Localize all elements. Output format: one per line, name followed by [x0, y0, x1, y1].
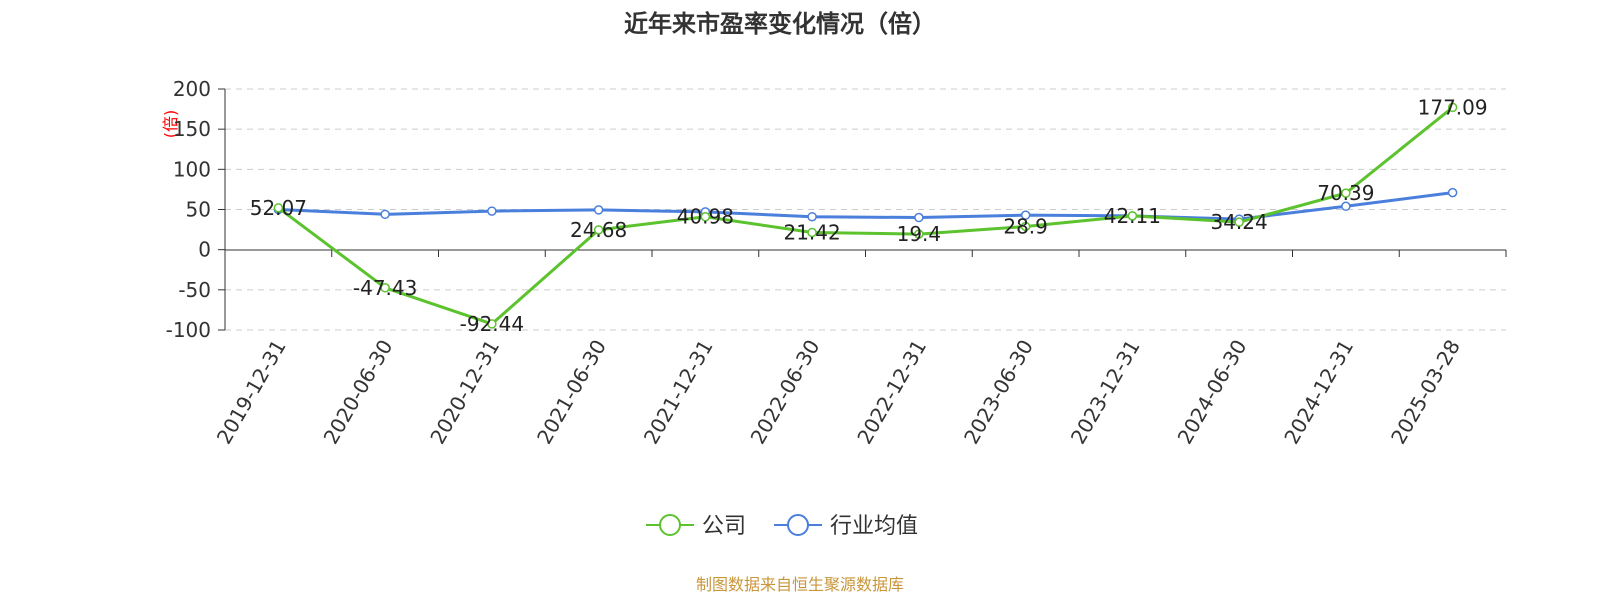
data-label: 40.98 [677, 205, 734, 229]
source-note: 制图数据来自恒生聚源数据库 [696, 575, 904, 594]
data-point [1020, 210, 1031, 220]
data-point [700, 211, 711, 222]
y-tick-label: -50 [178, 278, 211, 302]
y-axis-name: (倍) [161, 110, 180, 139]
legend-marker-icon [659, 514, 681, 536]
y-tick-label: 200 [173, 77, 211, 101]
data-point [1447, 187, 1458, 198]
data-point [1020, 221, 1031, 232]
series-line-industry [278, 191, 1453, 221]
data-point [487, 206, 497, 216]
legend-item-company: 公司 [646, 514, 746, 539]
x-tick-label: 2024-12-31 [1279, 336, 1358, 449]
series-line-company [277, 106, 1454, 326]
series [273, 102, 1458, 329]
data-point [1127, 211, 1138, 221]
legend-marker-icon [787, 514, 809, 536]
data-point [1341, 201, 1351, 212]
y-tick-label: 50 [186, 198, 211, 222]
data-label: 19.4 [897, 222, 942, 246]
y-tick-label: 0 [198, 238, 211, 262]
data-label: 177.09 [1418, 95, 1488, 119]
data-point [807, 227, 817, 238]
x-tick-label: 2023-06-30 [959, 336, 1038, 449]
data-label: 70.39 [1317, 181, 1374, 205]
data-point [914, 229, 924, 239]
data-label: 34.24 [1210, 210, 1267, 234]
data-point [1341, 188, 1351, 198]
data-point [1234, 217, 1244, 227]
x-tick-label: 2025-03-28 [1386, 336, 1465, 449]
x-tick-label: 2021-06-30 [532, 336, 611, 449]
data-point [1447, 102, 1458, 113]
x-tick-label: 2021-12-31 [639, 336, 718, 449]
y-tick-label: -100 [166, 318, 211, 342]
chart-title: 近年来市盈率变化情况（倍） [624, 10, 936, 38]
x-tick-label: 2019-12-31 [212, 336, 291, 449]
data-point [380, 209, 390, 220]
data-point [807, 211, 817, 222]
data-label: 24.68 [570, 218, 627, 242]
data-label: 21.42 [783, 220, 840, 244]
x-tick-label: 2020-12-31 [425, 336, 504, 449]
legend-label: 公司 [702, 514, 746, 539]
x-tick-label: 2022-12-31 [852, 336, 931, 449]
data-point [380, 283, 390, 293]
legend-item-industry: 行业均值 [774, 514, 918, 539]
y-tick-label: 150 [173, 117, 211, 141]
x-tick-label: 2020-06-30 [319, 336, 398, 449]
data-label: 28.9 [1003, 214, 1048, 238]
data-label: 42.11 [1104, 204, 1161, 228]
x-tick-label: 2022-06-30 [746, 336, 825, 449]
data-label: -92.44 [460, 312, 524, 336]
legend: 公司 行业均值 [646, 514, 918, 539]
y-tick-label: 100 [173, 157, 211, 181]
data-point [914, 212, 924, 223]
legend-label: 行业均值 [830, 514, 918, 539]
data-label: -47.43 [353, 276, 417, 300]
x-tick-label: 2023-12-31 [1066, 336, 1145, 449]
x-tick-label: 2024-06-30 [1173, 336, 1252, 449]
grid [225, 88, 1506, 331]
data-label: 52.07 [250, 196, 307, 220]
data-labels: 52.07 -47.43 -92.44 24.68 40.98 21.42 19.4 28.9… [250, 95, 1488, 336]
data-point [273, 203, 284, 213]
data-point [593, 205, 604, 215]
data-point [487, 319, 497, 329]
data-point [593, 225, 604, 235]
